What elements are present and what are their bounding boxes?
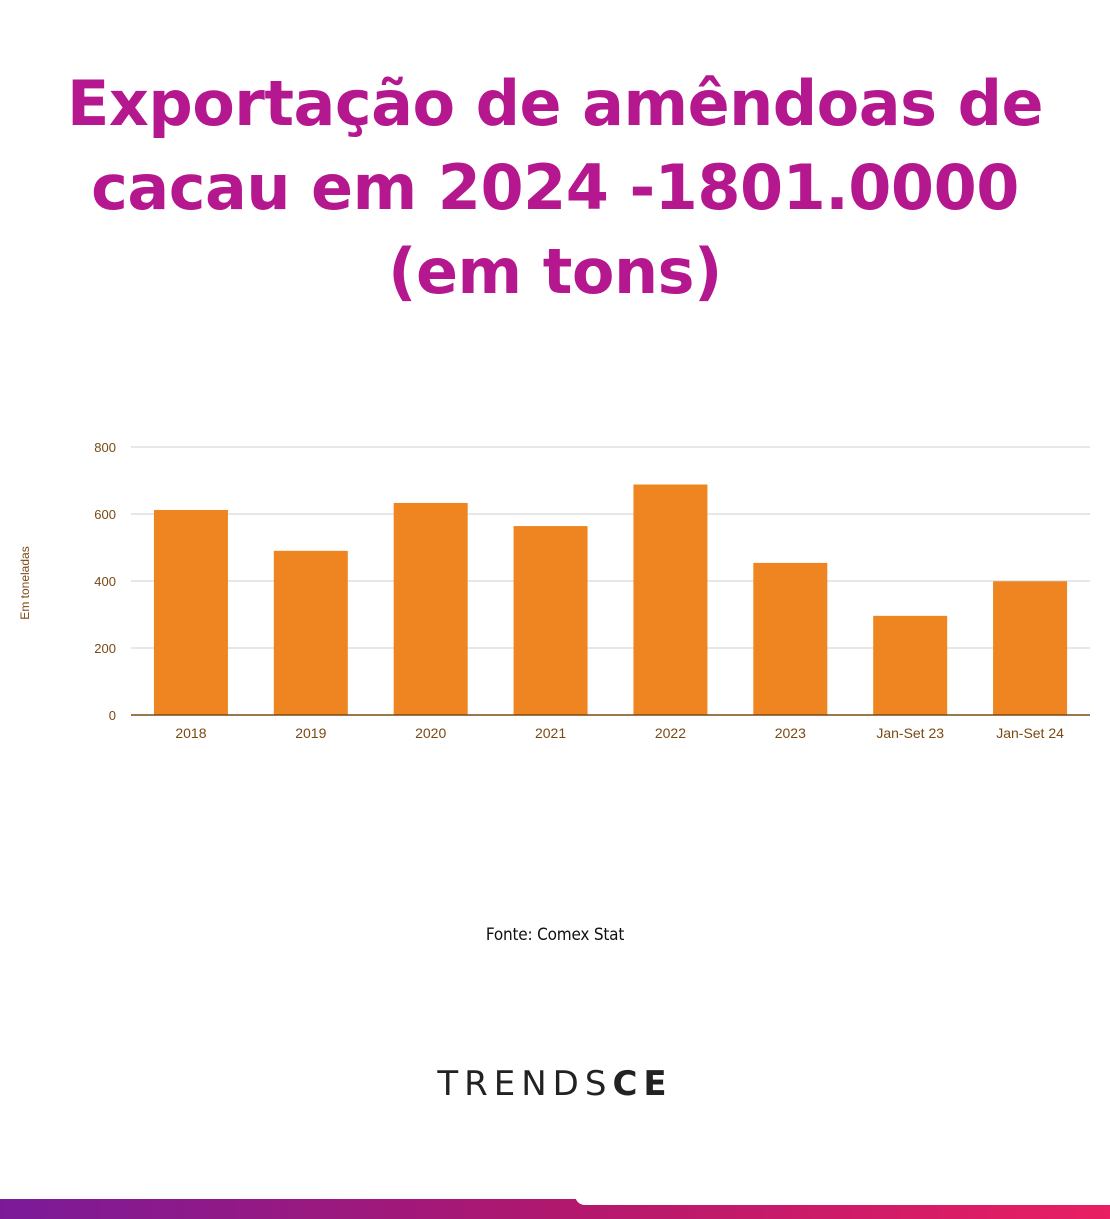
bars — [153, 484, 1068, 715]
x-tick-label: Jan-Set 23 — [876, 725, 944, 741]
bar-chart-svg: 0 200 400 600 800 2018 2019 2020 2021 2022 2023 Ja… — [18, 440, 1090, 741]
x-tick-label: 2021 — [535, 725, 566, 741]
bar-2018 — [153, 509, 228, 715]
chart-title: Exportação de amêndoas de cacau em 2024 … — [0, 62, 1110, 314]
bar-2022 — [633, 484, 708, 715]
x-tick-label: 2022 — [655, 725, 686, 741]
bottom-bar-notch — [575, 1195, 1110, 1205]
bar-2019 — [273, 550, 348, 715]
y-tick-label: 0 — [109, 708, 116, 723]
bar-2023 — [753, 562, 828, 715]
bar-2020 — [393, 502, 468, 715]
logo-text-bold: CE — [612, 1064, 673, 1104]
x-tick-label: Jan-Set 24 — [996, 725, 1064, 741]
source-note: Fonte: Comex Stat — [485, 925, 625, 945]
trendsce-logo: TRENDSCE — [0, 1064, 1110, 1104]
bar-chart: 0 200 400 600 800 2018 2019 2020 2021 2022 2023 Ja… — [0, 420, 1110, 760]
x-tick-label: 2023 — [775, 725, 806, 741]
x-tick-label: 2018 — [175, 725, 206, 741]
bar-jan-set-23 — [873, 615, 948, 715]
x-axis-ticks: 2018 2019 2020 2021 2022 2023 Jan-Set 23 Jan-Se… — [175, 725, 1064, 741]
logo-text-light: TRENDS — [437, 1064, 613, 1104]
title-line-3: (em tons) — [388, 235, 722, 308]
title-line-1: Exportação de amêndoas de — [66, 67, 1044, 140]
x-tick-label: 2020 — [415, 725, 446, 741]
y-axis-label: Em toneladas — [18, 546, 32, 619]
y-tick-label: 600 — [94, 507, 116, 522]
bar-2021 — [513, 526, 588, 715]
y-tick-label: 400 — [94, 574, 116, 589]
title-line-2: cacau em 2024 -1801.0000 — [91, 151, 1019, 224]
y-tick-label: 800 — [94, 440, 116, 455]
x-tick-label: 2019 — [295, 725, 326, 741]
bar-jan-set-24 — [993, 581, 1068, 715]
y-axis-ticks: 0 200 400 600 800 — [94, 440, 116, 723]
y-tick-label: 200 — [94, 641, 116, 656]
